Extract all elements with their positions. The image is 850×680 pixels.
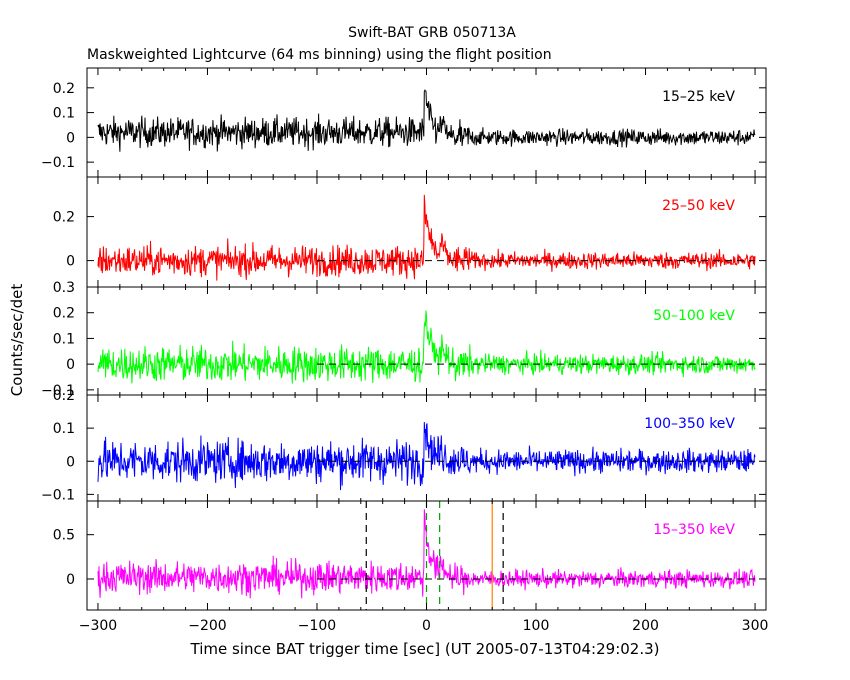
energy-band-label: 100–350 keV <box>644 416 735 432</box>
y-tick-label: 0.3 <box>53 280 75 296</box>
panel-frame <box>86 176 767 288</box>
lightcurve-series-1 <box>97 89 756 152</box>
x-tick-label: 300 <box>742 618 769 634</box>
y-tick-label: 0.2 <box>53 81 75 97</box>
x-tick-label: 0 <box>422 618 431 634</box>
energy-band-label: 25–50 keV <box>662 198 735 214</box>
panel-5: 0 0.5 15–350 keV <box>53 500 767 611</box>
lightcurve-series-4 <box>97 421 756 491</box>
y-tick-label: 0.2 <box>53 210 75 226</box>
panel-4: −0.1 0 0.1 0.2 100–350 keV <box>41 388 767 503</box>
y-tick-label: 0.1 <box>53 106 75 122</box>
y-tick-label: −0.1 <box>41 155 75 171</box>
y-tick-label: 0.5 <box>53 528 75 544</box>
y-tick-label: 0 <box>66 572 75 588</box>
panels-group: −0.1 0 0.1 0.2 15–25 keV 0 0.2 25–50 keV −0.1 0 0.… <box>41 67 769 634</box>
y-tick-label: 0.1 <box>53 421 75 437</box>
y-tick-label: −0.1 <box>41 383 75 399</box>
energy-band-label: 50–100 keV <box>653 308 735 324</box>
x-axis-label: Time since BAT trigger time [sec] (UT 20… <box>190 640 660 658</box>
y-tick-label: 0 <box>66 454 75 470</box>
x-tick-label: 100 <box>523 618 550 634</box>
panel-2: 0 0.2 25–50 keV <box>53 176 767 288</box>
y-tick-label: 0 <box>66 357 75 373</box>
y-tick-label: 0.1 <box>53 331 75 347</box>
lightcurve-series-2 <box>97 194 756 281</box>
x-tick-label: −200 <box>188 618 226 634</box>
x-tick-label: 200 <box>632 618 659 634</box>
y-tick-label: 0 <box>66 254 75 270</box>
chart-title: Swift-BAT GRB 050713A <box>348 25 516 41</box>
y-tick-label: 0.2 <box>53 306 75 322</box>
y-axis-label: Counts/sec/det <box>8 284 26 397</box>
panel-frame <box>86 286 767 396</box>
y-tick-label: 0 <box>66 130 75 146</box>
y-tick-label: −0.1 <box>41 487 75 503</box>
panel-3: −0.1 0 0.1 0.2 0.3 50–100 keV <box>41 280 767 399</box>
lightcurve-series-5 <box>97 509 756 599</box>
panel-1: −0.1 0 0.1 0.2 15–25 keV <box>41 67 767 178</box>
energy-band-label: 15–350 keV <box>653 522 735 538</box>
energy-band-label: 15–25 keV <box>662 89 735 105</box>
x-tick-label: −300 <box>79 618 117 634</box>
x-tick-label: −100 <box>298 618 336 634</box>
chart-subtitle: Maskweighted Lightcurve (64 ms binning) … <box>87 47 552 63</box>
lightcurve-series-3 <box>97 310 756 384</box>
y-tick-label: 0.2 <box>53 388 75 404</box>
